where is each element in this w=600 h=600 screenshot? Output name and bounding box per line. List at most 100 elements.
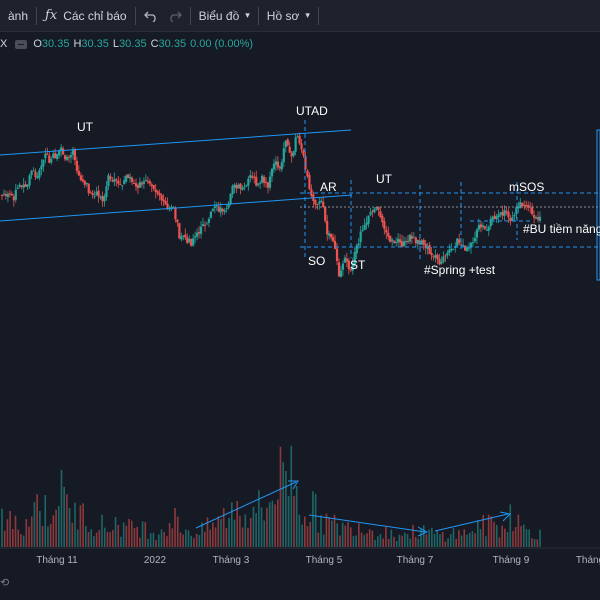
volume-bar	[517, 514, 520, 547]
candle	[111, 176, 114, 183]
candle	[235, 182, 238, 194]
volume-bar	[68, 507, 71, 547]
toolbar-divider	[36, 6, 38, 25]
candle	[345, 252, 348, 268]
candle	[282, 142, 285, 168]
volume-bar	[379, 534, 382, 547]
volume-bar	[271, 500, 274, 547]
volume-bar	[233, 519, 236, 547]
candle-body	[430, 253, 433, 256]
open-value: 30.35	[41, 38, 70, 50]
candle-body	[156, 191, 159, 194]
volume-bar	[125, 525, 128, 547]
volume-bar	[293, 495, 295, 547]
candle-body	[160, 195, 163, 201]
candle-body	[503, 210, 506, 216]
candle-body	[302, 150, 305, 156]
indicators-button[interactable]: ƒx Các chỉ báo	[37, 0, 135, 31]
candle-body	[363, 224, 366, 231]
candle	[420, 239, 423, 245]
candle	[416, 239, 419, 250]
candle	[272, 159, 276, 173]
candle	[536, 211, 540, 223]
visibility-toggle-icon[interactable]	[15, 39, 28, 49]
volume-bar	[325, 513, 328, 547]
candle	[194, 231, 197, 244]
candle	[107, 173, 110, 191]
candle-body	[331, 236, 335, 242]
candle	[231, 184, 234, 198]
undo-button[interactable]	[136, 0, 166, 31]
candle	[264, 177, 268, 188]
volume-bar	[152, 532, 155, 547]
candle	[308, 172, 311, 191]
candle	[113, 172, 116, 187]
annotation-layer: UT UTAD AR UT SO ST #Spring +test mSOS #…	[77, 104, 600, 277]
candle-body	[201, 224, 205, 227]
chart-type-dropdown[interactable]: Biểu đồ ▾	[191, 0, 258, 31]
candle	[349, 267, 352, 272]
volume-bar	[287, 495, 290, 547]
candle	[377, 206, 380, 216]
redo-button[interactable]	[166, 0, 190, 31]
toolbar-item-partial[interactable]: ành	[0, 0, 36, 31]
candle-body	[353, 252, 356, 265]
close-value: 30.35	[158, 38, 187, 50]
candle-body	[355, 245, 358, 254]
candle	[192, 233, 195, 247]
candle-body	[538, 216, 542, 221]
candle	[529, 201, 532, 214]
candle-body	[373, 208, 376, 213]
candle	[255, 170, 258, 187]
candle	[363, 218, 366, 231]
profile-dropdown[interactable]: Hồ sơ ▾	[259, 0, 318, 31]
candle-body	[158, 193, 161, 196]
candle	[144, 174, 147, 182]
candle	[428, 241, 431, 255]
volume-bar	[263, 520, 266, 547]
candle	[160, 193, 163, 206]
volume-bar	[339, 535, 341, 547]
volume-bar	[477, 520, 479, 547]
volume-bar	[93, 536, 95, 547]
candle-body	[501, 211, 504, 216]
candle-body	[347, 260, 350, 270]
chart-canvas[interactable]: UT UTAD AR UT SO ST #Spring +test mSOS #…	[0, 31, 600, 600]
volume-bar	[417, 538, 420, 547]
candle-body	[20, 185, 23, 188]
candle-body	[28, 175, 31, 186]
candle-body	[371, 210, 374, 212]
candle-body	[487, 226, 490, 231]
candle-body	[458, 239, 461, 244]
candle	[402, 236, 406, 248]
candle-body	[241, 187, 244, 191]
volume-bar	[85, 525, 87, 547]
volume-bar	[495, 525, 498, 547]
volume-bar	[260, 507, 263, 547]
volume-bar	[374, 539, 376, 547]
candle-body	[274, 161, 278, 165]
candle	[532, 210, 536, 224]
candle	[462, 238, 465, 247]
candle	[56, 153, 59, 162]
candle-body	[280, 162, 283, 170]
candle-body	[383, 221, 386, 230]
volume-bar	[141, 521, 144, 547]
candle	[148, 178, 151, 187]
candle	[517, 201, 520, 214]
volume-bar	[428, 529, 430, 547]
candle-body	[369, 212, 372, 215]
candle-body	[253, 176, 256, 178]
candle	[199, 220, 203, 239]
candle-body	[136, 185, 140, 189]
candle-body	[446, 252, 449, 256]
reset-icon[interactable]: ⟲	[0, 577, 10, 589]
candle-body	[172, 207, 175, 209]
candle-body	[467, 247, 471, 249]
candle-body	[56, 154, 59, 160]
volume-bar	[439, 534, 441, 547]
candle-body	[205, 223, 209, 225]
candle	[16, 184, 19, 190]
volume-bar	[112, 530, 114, 547]
candle-body	[113, 178, 116, 182]
